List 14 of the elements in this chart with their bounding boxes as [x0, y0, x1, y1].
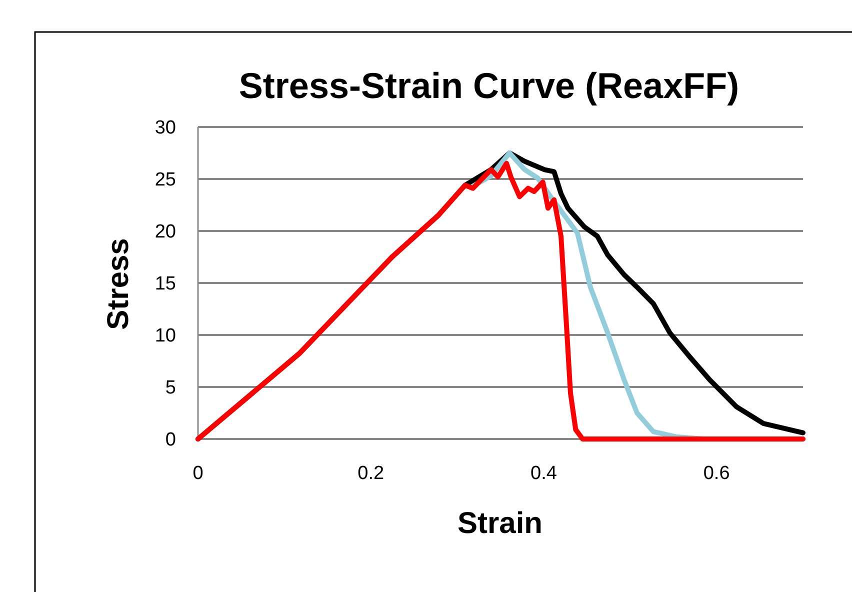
y-axis-title: Stress: [102, 238, 135, 330]
y-tick-label: 20: [154, 222, 176, 243]
x-tick-label: 0.6: [703, 463, 730, 484]
x-tick-label: 0: [192, 463, 204, 484]
y-tick-label: 0: [165, 430, 176, 451]
y-tick-label: 5: [165, 378, 176, 399]
y-tick-label: 30: [154, 118, 176, 139]
x-tick-label: 0.2: [358, 463, 384, 484]
chart-title: Stress-Strain Curve (ReaxFF): [238, 65, 740, 106]
y-tick-label: 10: [154, 326, 176, 347]
x-axis-title: Strain: [457, 507, 543, 540]
y-tick-label: 25: [154, 170, 176, 191]
x-tick-label: 0.4: [530, 463, 558, 484]
y-tick-label: 15: [154, 274, 176, 295]
